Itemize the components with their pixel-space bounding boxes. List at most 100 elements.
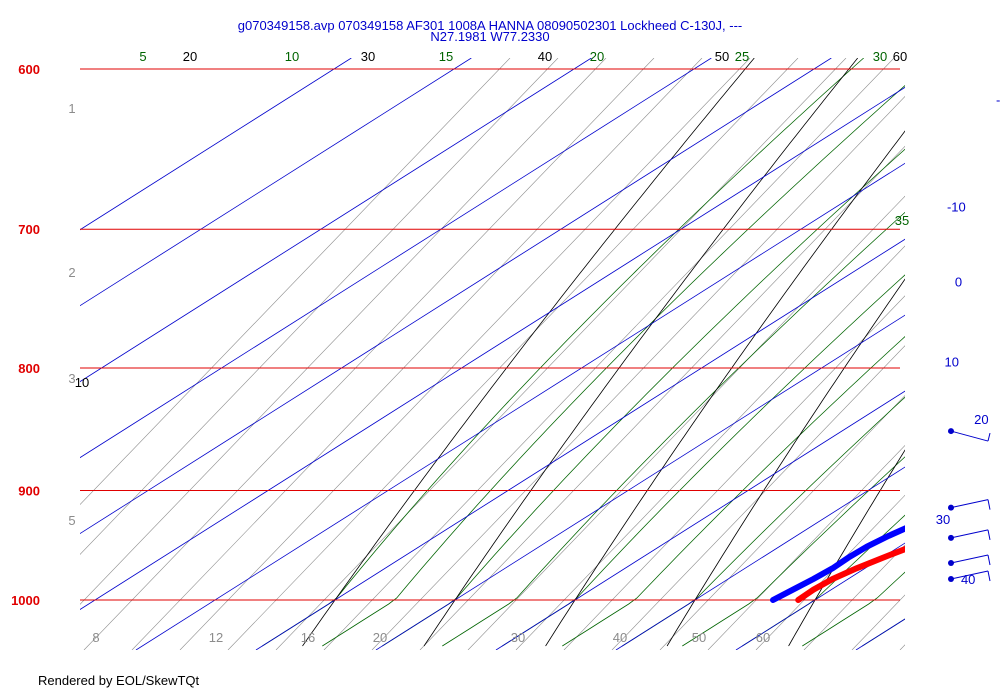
isotherm-line bbox=[80, 58, 712, 459]
pressure-label: 600 bbox=[18, 62, 40, 77]
wind-barb bbox=[948, 428, 991, 442]
isotherm-label: -10 bbox=[947, 200, 966, 215]
chart-title: g070349158.avp 070349158 AF301 1008A HAN… bbox=[238, 18, 743, 33]
isotherm-label: 10 bbox=[945, 355, 959, 370]
temperature-trace bbox=[795, 545, 905, 603]
mixing-ratio-label: 16 bbox=[301, 630, 315, 645]
isotherm-label: -20 bbox=[996, 93, 1000, 108]
isotherm-line bbox=[615, 466, 905, 650]
mixing-ratio-label: 12 bbox=[209, 630, 223, 645]
dry-adiabat-label: 30 bbox=[361, 49, 375, 64]
wind-barb-staff bbox=[950, 554, 989, 564]
wind-barb bbox=[948, 570, 991, 582]
wind-barb-staff bbox=[950, 499, 989, 509]
height-label: 5 bbox=[68, 513, 75, 528]
dry-adiabat-label: 40 bbox=[538, 49, 552, 64]
mixing-ratio-line bbox=[131, 58, 703, 650]
moist-adiabat-label: 35 bbox=[895, 213, 909, 228]
isotherm-line bbox=[80, 58, 352, 231]
mixing-ratio-label: 60 bbox=[756, 630, 770, 645]
mixing-ratio-line bbox=[755, 494, 905, 650]
mixing-ratio-line bbox=[227, 58, 799, 650]
moist-adiabat-label: 15 bbox=[439, 49, 453, 64]
isobar-lines bbox=[80, 68, 900, 601]
mixing-ratio-line bbox=[419, 145, 905, 650]
isotherm-line bbox=[255, 238, 905, 650]
mixing-ratio-line bbox=[803, 544, 905, 650]
sounding-traces bbox=[770, 525, 905, 603]
mixing-ratio-label: 20 bbox=[373, 630, 387, 645]
mixing-ratio-line bbox=[80, 58, 607, 605]
wind-barb-flag bbox=[987, 529, 991, 540]
moist-adiabat-label: 5 bbox=[139, 49, 146, 64]
wind-barb-flag bbox=[987, 554, 991, 566]
moist-adiabat-line bbox=[682, 456, 905, 647]
pressure-label: 700 bbox=[18, 222, 40, 237]
dry-adiabat-label: 20 bbox=[183, 49, 197, 64]
moist-adiabat-line bbox=[322, 84, 905, 647]
wind-barb-flag bbox=[987, 570, 991, 582]
dry-adiabat-line bbox=[423, 58, 859, 647]
render-credit: Rendered by EOL/SkewTQt bbox=[38, 673, 200, 688]
moist-adiabat-line bbox=[442, 211, 905, 647]
dewpoint-trace bbox=[770, 525, 905, 603]
wind-barb bbox=[948, 529, 991, 541]
dry-adiabat-label: 60 bbox=[893, 49, 907, 64]
isotherm-line bbox=[976, 58, 1000, 650]
wind-barb-staff bbox=[950, 570, 989, 580]
isotherm-line bbox=[135, 162, 905, 650]
chart-subtitle: N27.1981 W77.2330 bbox=[430, 29, 549, 44]
wind-barb-flag bbox=[987, 499, 991, 510]
mixing-ratio-line bbox=[563, 295, 905, 650]
moist-adiabat-line bbox=[622, 396, 905, 647]
moist-adiabat-line bbox=[742, 514, 905, 647]
isotherm-lines bbox=[80, 58, 1000, 650]
mixing-ratio-line bbox=[275, 58, 847, 650]
mixing-ratio-line bbox=[80, 58, 559, 555]
mixing-ratio-lines bbox=[80, 58, 905, 650]
wind-barbs bbox=[948, 428, 991, 582]
mixing-ratio-line bbox=[659, 395, 905, 650]
mixing-ratio-line bbox=[179, 58, 751, 650]
dry-adiabat-line bbox=[302, 58, 755, 647]
dry-adiabat-line bbox=[666, 278, 905, 647]
mixing-ratio-label: 8 bbox=[92, 630, 99, 645]
height-label: 3 bbox=[68, 371, 75, 386]
mixing-ratio-line bbox=[80, 58, 511, 506]
mixing-ratio-label: 30 bbox=[511, 630, 525, 645]
moist-adiabat-line bbox=[502, 274, 905, 647]
isotherm-line bbox=[495, 390, 905, 650]
moist-adiabat-label: 30 bbox=[873, 49, 887, 64]
mixing-ratio-line bbox=[83, 58, 655, 650]
isotherm-label: 20 bbox=[974, 412, 988, 427]
moist-adiabat-line bbox=[262, 58, 864, 647]
mixing-ratio-line bbox=[323, 58, 895, 650]
mixing-ratio-line bbox=[371, 95, 905, 650]
axis-labels: 600 700 800 900 1000 -20 -10 0 10 20 30 40 10 20 30 40 5… bbox=[11, 49, 1000, 645]
wind-barb bbox=[948, 499, 991, 511]
isotherm-line bbox=[80, 86, 905, 610]
wind-barb-staff bbox=[950, 529, 989, 539]
isotherm-line bbox=[80, 58, 472, 307]
wind-barb-flag bbox=[987, 432, 991, 442]
moist-adiabat-label: 10 bbox=[285, 49, 299, 64]
dry-adiabat-lines bbox=[302, 58, 905, 647]
moist-adiabat-line bbox=[382, 148, 905, 647]
wind-barb-staff bbox=[950, 430, 989, 442]
isotherm-label: 0 bbox=[955, 274, 962, 289]
moist-adiabat-label: 20 bbox=[590, 49, 604, 64]
height-label: 2 bbox=[68, 265, 75, 280]
isotherm-label: 30 bbox=[936, 512, 950, 527]
isotherm-line bbox=[375, 314, 905, 650]
isotherm-line bbox=[80, 58, 832, 535]
dry-adiabat-label: 50 bbox=[715, 49, 729, 64]
mixing-ratio-label: 40 bbox=[613, 630, 627, 645]
wind-barb bbox=[948, 554, 991, 566]
height-label: 1 bbox=[68, 101, 75, 116]
dry-adiabat-label: 10 bbox=[75, 375, 89, 390]
mixing-ratio-line bbox=[707, 444, 905, 650]
pressure-label: 800 bbox=[18, 361, 40, 376]
mixing-ratio-line bbox=[611, 345, 905, 650]
moist-adiabat-line bbox=[802, 571, 905, 647]
